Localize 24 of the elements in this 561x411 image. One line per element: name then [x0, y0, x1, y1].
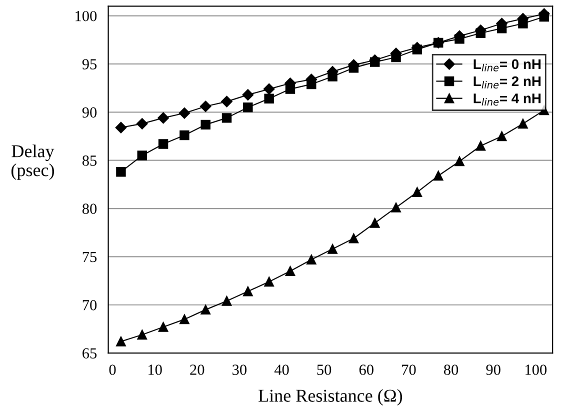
- x-tick-label: 80: [444, 364, 458, 375]
- y-tick-label: 75: [82, 252, 97, 262]
- x-tick-label: 100: [526, 364, 547, 375]
- y-axis-title: Delay (psec): [11, 144, 54, 180]
- x-axis-title: Line Resistance (Ω): [258, 389, 402, 406]
- x-tick-label: 50: [317, 364, 332, 375]
- legend-label: L$_{line}$= 2 nH: [474, 76, 541, 88]
- x-tick-label: 40: [274, 364, 289, 375]
- y-tick-label: 95: [82, 59, 97, 70]
- x-tick-label: 90: [486, 364, 500, 375]
- legend-label: L$_{line}$= 0 nH: [474, 59, 541, 72]
- x-tick-label: 70: [402, 364, 416, 375]
- x-tick-label: 10: [148, 364, 162, 375]
- x-tick-label: 30: [232, 364, 247, 375]
- y-tick-label: 70: [82, 300, 97, 310]
- x-tick-label: 20: [190, 364, 204, 375]
- y-tick-label: 80: [82, 204, 97, 214]
- x-tick-label: 60: [359, 364, 374, 375]
- y-tick-label: 65: [82, 348, 97, 358]
- y-tick-label: 90: [82, 107, 97, 118]
- y-tick-label: 100: [76, 10, 97, 22]
- x-tick-label: 0: [109, 364, 116, 375]
- legend-label: L$_{line}$= 4 nH: [474, 94, 541, 106]
- y-tick-label: 85: [82, 155, 97, 166]
